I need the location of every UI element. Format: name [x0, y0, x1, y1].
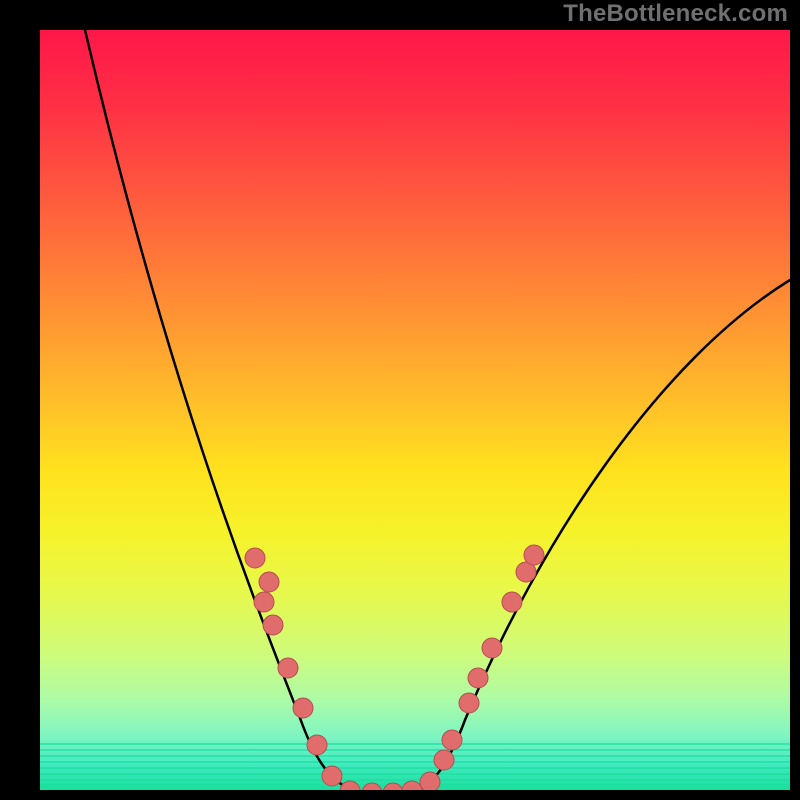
data-marker	[254, 592, 274, 612]
data-marker	[383, 783, 403, 800]
data-marker	[263, 615, 283, 635]
data-marker	[502, 592, 522, 612]
watermark-text: TheBottleneck.com	[563, 0, 788, 28]
chart-svg	[0, 0, 800, 800]
data-marker	[434, 750, 454, 770]
data-marker	[459, 693, 479, 713]
data-marker	[524, 545, 544, 565]
data-marker	[307, 735, 327, 755]
data-marker	[482, 638, 502, 658]
data-marker	[259, 572, 279, 592]
data-marker	[340, 781, 360, 800]
data-marker	[362, 783, 382, 800]
data-marker	[322, 766, 342, 786]
chart-container: TheBottleneck.com	[0, 0, 800, 800]
data-marker	[442, 730, 462, 750]
data-marker	[245, 548, 265, 568]
data-marker	[468, 668, 488, 688]
data-marker	[293, 698, 313, 718]
gradient-background	[40, 30, 790, 790]
data-marker	[420, 772, 440, 792]
data-marker	[278, 658, 298, 678]
data-marker	[402, 781, 422, 800]
